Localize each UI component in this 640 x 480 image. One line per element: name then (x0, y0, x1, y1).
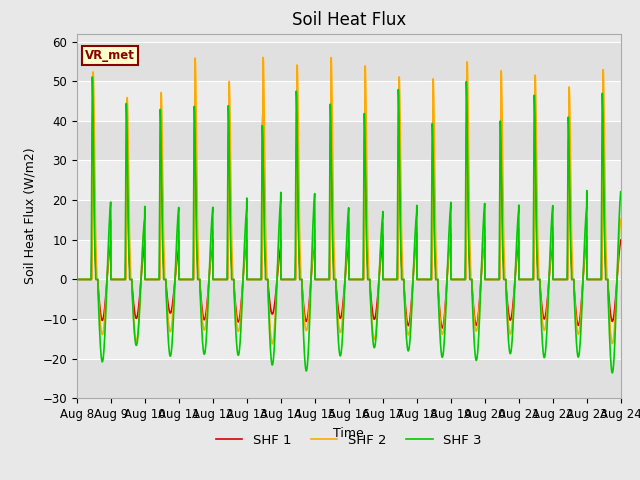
SHF 3 (398, 276, 406, 282)
SHF 3 (609, 370, 616, 376)
SHF 3 (498, 205, 506, 211)
SHF 2 (259, 55, 267, 60)
Line: SHF 2: SHF 2 (77, 58, 621, 344)
SHF 1 (369, 312, 377, 318)
SHF 2 (398, 255, 406, 261)
Line: SHF 3: SHF 3 (77, 77, 621, 373)
SHF 3 (88, 74, 96, 80)
Bar (77, 81, 621, 121)
SHF 1 (186, 276, 193, 282)
SHF 1 (617, 237, 625, 243)
Y-axis label: Soil Heat Flux (W/m2): Soil Heat Flux (W/m2) (24, 148, 36, 284)
Line: SHF 1: SHF 1 (77, 112, 621, 328)
Bar (77, 42, 621, 81)
SHF 1 (525, 276, 532, 282)
SHF 2 (268, 341, 276, 347)
Bar (77, 319, 621, 359)
Bar (77, 240, 621, 279)
X-axis label: Time: Time (333, 427, 364, 440)
SHF 2 (498, 106, 506, 112)
SHF 3 (186, 276, 193, 282)
SHF 1 (539, 311, 547, 317)
Title: Soil Heat Flux: Soil Heat Flux (292, 11, 406, 29)
SHF 2 (617, 216, 625, 222)
SHF 2 (186, 276, 193, 282)
SHF 1 (398, 276, 406, 282)
Bar (77, 279, 621, 319)
Bar (77, 200, 621, 240)
SHF 1 (498, 176, 506, 181)
SHF 3 (73, 198, 81, 204)
SHF 3 (617, 189, 625, 195)
Text: VR_met: VR_met (85, 49, 135, 62)
SHF 1 (191, 109, 198, 115)
SHF 3 (525, 276, 532, 282)
SHF 2 (525, 276, 532, 282)
SHF 3 (539, 343, 547, 349)
SHF 2 (73, 224, 81, 230)
SHF 3 (369, 337, 377, 343)
SHF 1 (438, 325, 446, 331)
SHF 2 (539, 321, 547, 327)
Legend: SHF 1, SHF 2, SHF 3: SHF 1, SHF 2, SHF 3 (211, 429, 487, 452)
SHF 2 (369, 331, 377, 337)
Bar (77, 160, 621, 200)
Bar (77, 359, 621, 398)
Bar (77, 121, 621, 160)
SHF 1 (73, 238, 81, 243)
